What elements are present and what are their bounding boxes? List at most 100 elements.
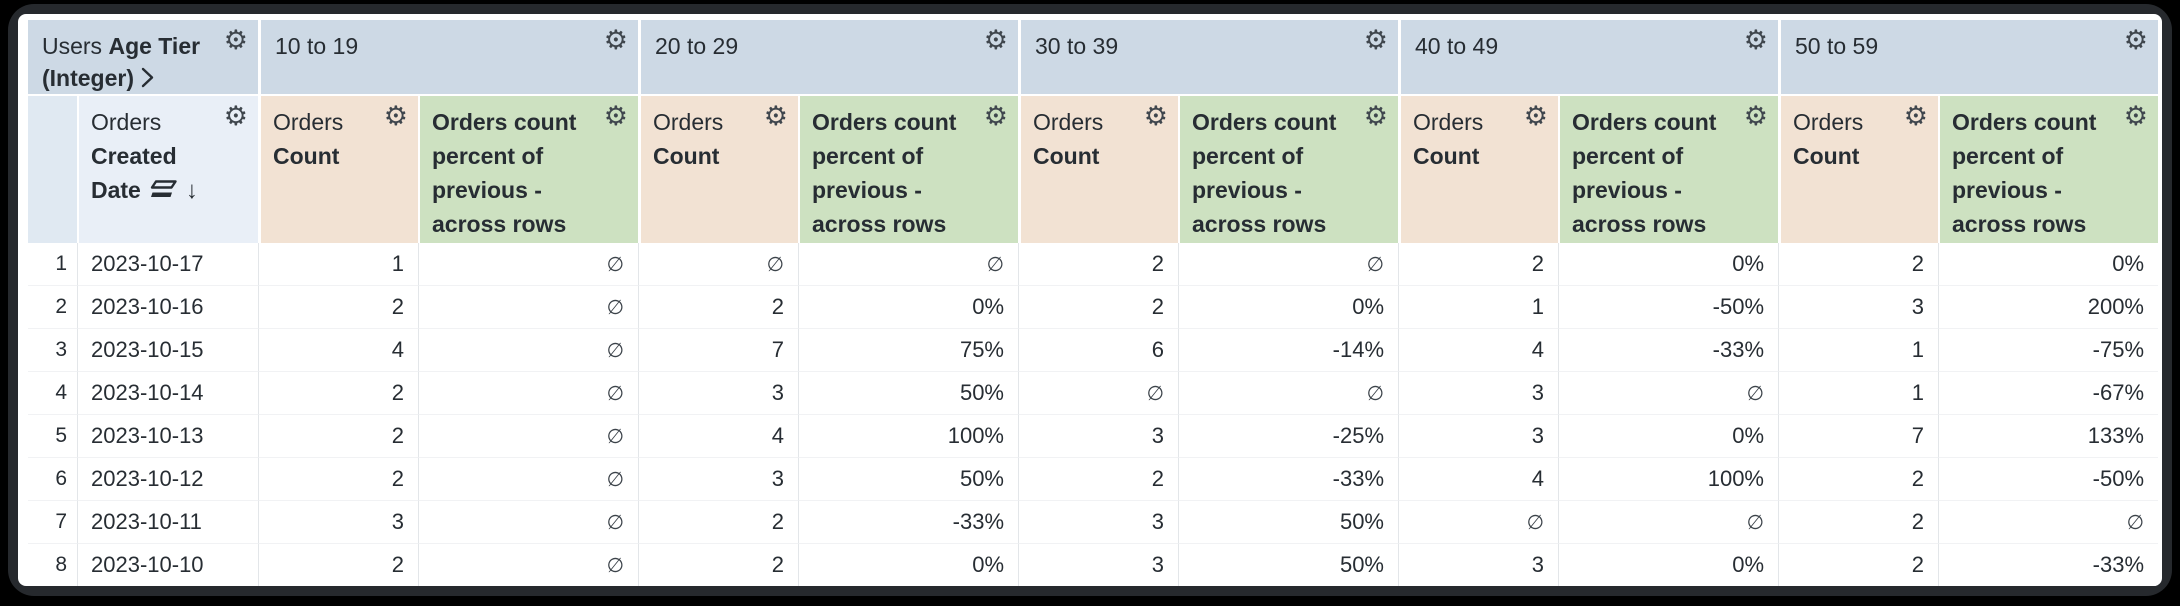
percent-of-previous-cell[interactable]: ∅ [1558, 372, 1778, 415]
percent-of-previous-cell[interactable]: ∅ [418, 501, 638, 544]
measure-column-header[interactable]: Orders Count ⚙ [1018, 96, 1178, 243]
orders-count-cell[interactable]: 3 [1398, 415, 1558, 458]
percent-of-previous-cell[interactable]: ∅ [418, 415, 638, 458]
percent-of-previous-cell[interactable]: 0% [1558, 243, 1778, 286]
orders-count-cell[interactable]: 6 [1018, 329, 1178, 372]
percent-of-previous-cell[interactable]: ∅ [418, 329, 638, 372]
percent-of-previous-cell[interactable]: 0% [798, 286, 1018, 329]
orders-count-cell[interactable]: 2 [1778, 544, 1938, 586]
orders-count-cell[interactable]: 4 [1398, 458, 1558, 501]
calc-column-header[interactable]: Orders count percent of previous - acros… [798, 96, 1018, 243]
percent-of-previous-cell[interactable]: -14% [1178, 329, 1398, 372]
gear-icon[interactable]: ⚙ [2123, 25, 2148, 55]
gear-icon[interactable]: ⚙ [983, 25, 1008, 55]
percent-of-previous-cell[interactable]: 50% [1178, 544, 1398, 586]
gear-icon[interactable]: ⚙ [383, 101, 408, 131]
orders-count-cell[interactable]: 4 [1398, 329, 1558, 372]
calc-column-header[interactable]: Orders count percent of previous - acros… [1558, 96, 1778, 243]
percent-of-previous-cell[interactable]: -25% [1178, 415, 1398, 458]
percent-of-previous-cell[interactable]: 100% [798, 415, 1018, 458]
gear-icon[interactable]: ⚙ [2123, 101, 2148, 131]
pivot-header-40-to-49[interactable]: 40 to 49 ⚙ [1398, 20, 1778, 96]
date-cell[interactable]: 2023-10-16 [77, 286, 258, 329]
orders-count-cell[interactable]: 2 [1018, 458, 1178, 501]
percent-of-previous-cell[interactable]: 100% [1558, 458, 1778, 501]
orders-count-cell[interactable]: ∅ [638, 243, 798, 286]
orders-count-cell[interactable]: 1 [1398, 286, 1558, 329]
pivot-header-20-to-29[interactable]: 20 to 29 ⚙ [638, 20, 1018, 96]
calc-column-header[interactable]: Orders count percent of previous - acros… [418, 96, 638, 243]
gear-icon[interactable]: ⚙ [983, 101, 1008, 131]
percent-of-previous-cell[interactable]: -33% [798, 501, 1018, 544]
orders-count-cell[interactable]: 2 [1398, 243, 1558, 286]
percent-of-previous-cell[interactable]: 0% [798, 544, 1018, 586]
percent-of-previous-cell[interactable]: ∅ [1558, 501, 1778, 544]
measure-column-header[interactable]: Orders Count ⚙ [258, 96, 418, 243]
percent-of-previous-cell[interactable]: ∅ [798, 243, 1018, 286]
orders-count-cell[interactable]: 2 [1018, 286, 1178, 329]
percent-of-previous-cell[interactable]: -33% [1178, 458, 1398, 501]
date-cell[interactable]: 2023-10-14 [77, 372, 258, 415]
measure-column-header[interactable]: Orders Count ⚙ [638, 96, 798, 243]
pivot-header-30-to-39[interactable]: 30 to 39 ⚙ [1018, 20, 1398, 96]
orders-count-cell[interactable]: ∅ [1398, 501, 1558, 544]
orders-count-cell[interactable]: 3 [1018, 544, 1178, 586]
percent-of-previous-cell[interactable]: -75% [1938, 329, 2158, 372]
percent-of-previous-cell[interactable]: -33% [1558, 329, 1778, 372]
orders-count-cell[interactable]: 4 [638, 415, 798, 458]
orders-count-cell[interactable]: 2 [258, 372, 418, 415]
date-cell[interactable]: 2023-10-10 [77, 544, 258, 586]
orders-count-cell[interactable]: 2 [1778, 243, 1938, 286]
orders-count-cell[interactable]: 3 [1018, 501, 1178, 544]
orders-count-cell[interactable]: 3 [1018, 415, 1178, 458]
orders-count-cell[interactable]: 4 [258, 329, 418, 372]
date-cell[interactable]: 2023-10-12 [77, 458, 258, 501]
orders-count-cell[interactable]: 2 [258, 544, 418, 586]
date-cell[interactable]: 2023-10-11 [77, 501, 258, 544]
orders-count-cell[interactable]: 2 [1778, 458, 1938, 501]
percent-of-previous-cell[interactable]: ∅ [418, 544, 638, 586]
orders-count-cell[interactable]: 2 [258, 415, 418, 458]
percent-of-previous-cell[interactable]: -67% [1938, 372, 2158, 415]
orders-count-cell[interactable]: 2 [638, 501, 798, 544]
orders-count-cell[interactable]: 2 [1778, 501, 1938, 544]
orders-count-cell[interactable]: 3 [1398, 544, 1558, 586]
percent-of-previous-cell[interactable]: ∅ [1938, 501, 2158, 544]
percent-of-previous-cell[interactable]: 133% [1938, 415, 2158, 458]
orders-count-cell[interactable]: 2 [638, 544, 798, 586]
date-cell[interactable]: 2023-10-17 [77, 243, 258, 286]
percent-of-previous-cell[interactable]: 200% [1938, 286, 2158, 329]
orders-count-cell[interactable]: 7 [1778, 415, 1938, 458]
calc-column-header[interactable]: Orders count percent of previous - acros… [1938, 96, 2158, 243]
percent-of-previous-cell[interactable]: ∅ [418, 372, 638, 415]
gear-icon[interactable]: ⚙ [223, 25, 248, 55]
orders-count-cell[interactable]: 1 [258, 243, 418, 286]
orders-count-cell[interactable]: 1 [1778, 372, 1938, 415]
gear-icon[interactable]: ⚙ [1743, 101, 1768, 131]
percent-of-previous-cell[interactable]: ∅ [1178, 243, 1398, 286]
orders-count-cell[interactable]: 3 [1398, 372, 1558, 415]
percent-of-previous-cell[interactable]: ∅ [1178, 372, 1398, 415]
sort-desc-icon[interactable]: ↓ [185, 177, 198, 204]
gear-icon[interactable]: ⚙ [763, 101, 788, 131]
orders-count-cell[interactable]: 2 [258, 286, 418, 329]
percent-of-previous-cell[interactable]: 50% [798, 372, 1018, 415]
percent-of-previous-cell[interactable]: 50% [798, 458, 1018, 501]
gear-icon[interactable]: ⚙ [1363, 101, 1388, 131]
orders-count-cell[interactable]: ∅ [1018, 372, 1178, 415]
gear-icon[interactable]: ⚙ [603, 101, 628, 131]
gear-icon[interactable]: ⚙ [223, 101, 248, 131]
percent-of-previous-cell[interactable]: ∅ [418, 243, 638, 286]
measure-column-header[interactable]: Orders Count ⚙ [1398, 96, 1558, 243]
date-cell[interactable]: 2023-10-15 [77, 329, 258, 372]
orders-count-cell[interactable]: 2 [258, 458, 418, 501]
orders-count-cell[interactable]: 3 [1778, 286, 1938, 329]
orders-count-cell[interactable]: 7 [638, 329, 798, 372]
orders-count-cell[interactable]: 2 [638, 286, 798, 329]
orders-count-cell[interactable]: 3 [258, 501, 418, 544]
percent-of-previous-cell[interactable]: ∅ [418, 458, 638, 501]
gear-icon[interactable]: ⚙ [1903, 101, 1928, 131]
row-field-header[interactable]: Orders Created Date ↓ ⚙ [77, 96, 258, 243]
pivot-header-50-to-59[interactable]: 50 to 59 ⚙ [1778, 20, 2158, 96]
percent-of-previous-cell[interactable]: 50% [1178, 501, 1398, 544]
